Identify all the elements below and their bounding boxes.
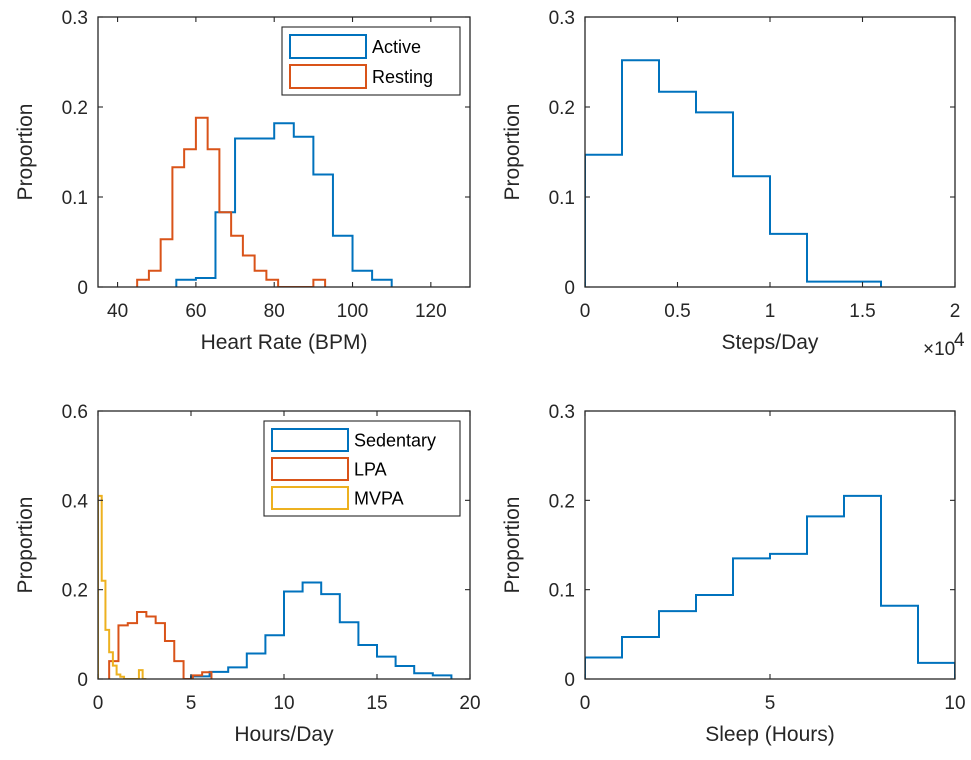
- x-tick-label: 10: [273, 693, 294, 714]
- y-tick-label: 0.1: [549, 188, 575, 209]
- y-axis-label: Proportion: [14, 497, 37, 594]
- legend-label-sedentary: Sedentary: [354, 431, 436, 451]
- y-tick-label: 0: [564, 670, 575, 691]
- y-tick-label: 0.3: [549, 402, 575, 423]
- chart-panel-2: 0 0.5 1 1.5 2 0 0.1 0.2 0.3 Steps/Day Proportion ×1…: [501, 8, 965, 360]
- x-tick-label: 15: [366, 693, 387, 714]
- x-tick-label: 80: [264, 301, 285, 322]
- x-axis-label: Steps/Day: [722, 331, 819, 354]
- y-tick-label: 0.1: [549, 581, 575, 602]
- histogram-lpa: [108, 611, 213, 679]
- histogram-resting: [136, 116, 327, 287]
- y-tick-label: 0: [77, 670, 88, 691]
- x-tick-label: 0: [93, 693, 104, 714]
- x-axis-label: Hours/Day: [234, 723, 334, 746]
- x-tick-label: 10: [944, 693, 965, 714]
- x-tick-label: 0: [580, 301, 591, 322]
- legend-swatch-lpa: [271, 457, 349, 481]
- legend-label-active: Active: [372, 37, 421, 57]
- x-tick-label: 1: [765, 301, 776, 322]
- histogram-mvpa: [98, 494, 147, 679]
- legend-swatch-mvpa: [271, 486, 349, 510]
- histogram-sedentary: [190, 581, 453, 679]
- y-tick-label: 0.3: [62, 8, 88, 29]
- axes-box: [97, 16, 471, 288]
- legend-swatch-sedentary: [271, 428, 349, 452]
- y-tick-label: 0.2: [549, 98, 575, 119]
- x-axis-label: Heart Rate (BPM): [201, 331, 368, 354]
- chart-panel-1: 40 60 80 100 120 0 0.1 0.2 0.3 Heart Rate (BPM) Pr…: [14, 8, 471, 354]
- x-tick-label: 2: [950, 301, 961, 322]
- x-tick-label: 1.5: [849, 301, 875, 322]
- x-tick-label: 0.5: [664, 301, 690, 322]
- y-tick-label: 0.2: [549, 491, 575, 512]
- y-tick-label: 0: [77, 278, 88, 299]
- y-tick-label: 0.2: [62, 98, 88, 119]
- x-tick-label: 40: [107, 301, 128, 322]
- legend-label-mvpa: MVPA: [354, 489, 404, 509]
- axes-box: [584, 410, 956, 680]
- histogram-series-1: [585, 59, 882, 287]
- y-tick-label: 0.4: [62, 491, 89, 512]
- y-tick-label: 0.3: [549, 8, 575, 29]
- y-tick-label: 0.2: [62, 581, 88, 602]
- x-exponent-label: ×10: [923, 339, 955, 360]
- x-tick-label: 5: [765, 693, 776, 714]
- legend-swatch-active: [289, 34, 367, 59]
- y-tick-label: 0.1: [62, 188, 88, 209]
- x-exponent-power: 4: [954, 330, 965, 351]
- legend-label-resting: Resting: [372, 67, 433, 87]
- y-axis-label: Proportion: [501, 104, 524, 201]
- legend-swatch-resting: [289, 64, 367, 89]
- chart-panel-3: 0 5 10 15 20 0 0.2 0.4 0.6 Hours/Day Proportion Sed…: [14, 402, 481, 746]
- legend-box: [263, 420, 461, 517]
- x-tick-label: 120: [415, 301, 447, 322]
- legend: Sedentary LPA MVPA: [263, 420, 461, 517]
- x-tick-label: 20: [459, 693, 480, 714]
- legend: Active Resting: [281, 26, 461, 96]
- x-tick-label: 0: [580, 693, 591, 714]
- histogram-active: [175, 122, 393, 287]
- x-tick-label: 100: [337, 301, 369, 322]
- axes-box: [584, 16, 956, 288]
- y-tick-label: 0.6: [62, 402, 88, 423]
- histogram-series-1: [585, 494, 955, 679]
- x-tick-label: 5: [186, 693, 197, 714]
- y-axis-label: Proportion: [501, 497, 524, 594]
- y-axis-label: Proportion: [14, 104, 37, 201]
- y-tick-label: 0: [564, 278, 575, 299]
- legend-label-lpa: LPA: [354, 460, 387, 480]
- chart-panel-4: 0 5 10 0 0.1 0.2 0.3 Sleep (Hours) Proportion: [501, 402, 966, 746]
- legend-box: [281, 26, 461, 96]
- x-tick-label: 60: [185, 301, 206, 322]
- x-axis-label: Sleep (Hours): [705, 723, 835, 746]
